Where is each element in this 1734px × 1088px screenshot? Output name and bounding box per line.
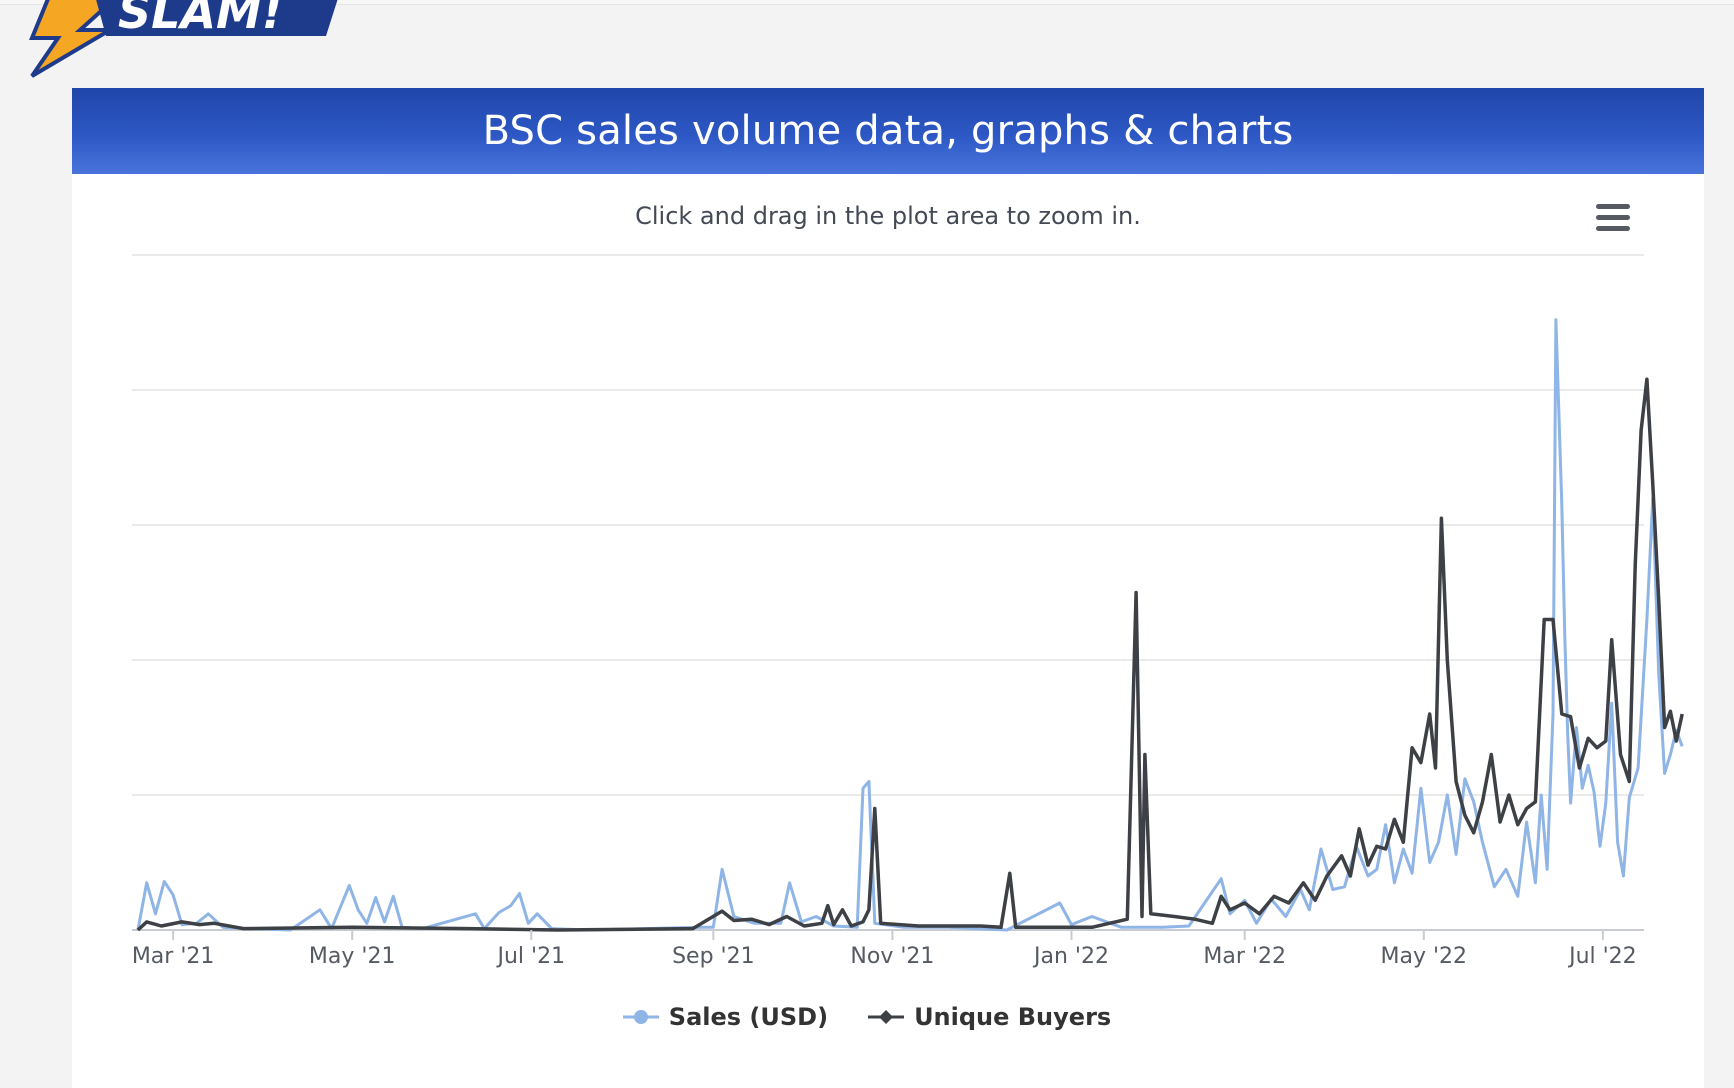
- series-line-buyers[interactable]: [136, 377, 1684, 932]
- chart-title: BSC sales volume data, graphs & charts: [72, 88, 1704, 174]
- legend-item-sales[interactable]: Sales (USD): [622, 1003, 829, 1031]
- legend-buyers-label: Unique Buyers: [914, 1003, 1112, 1031]
- lightning-bolt-icon: [29, 0, 118, 78]
- series-line-sales[interactable]: [136, 318, 1684, 932]
- x-axis: [172, 930, 1604, 940]
- x-tick-label: Jul '21: [497, 944, 566, 969]
- x-tick-label: May '22: [1380, 944, 1468, 969]
- hamburger-icon[interactable]: [1592, 200, 1632, 236]
- x-tick-label: May '21: [308, 944, 396, 969]
- legend: Sales (USD) Unique Buyers: [0, 1003, 1734, 1031]
- legend-buyers-marker-icon: [868, 1010, 905, 1024]
- x-tick-label: Mar '22: [1203, 944, 1286, 969]
- legend-item-buyers[interactable]: Unique Buyers: [868, 1003, 1111, 1031]
- logo-text: SLAM!: [118, 0, 283, 39]
- x-tick-label: Jan '22: [1034, 944, 1109, 969]
- x-tick-label: Jul '22: [1569, 944, 1637, 969]
- legend-sales-label: Sales (USD): [668, 1003, 829, 1031]
- slam-logo[interactable]: SLAM!: [10, 0, 350, 80]
- x-tick-label: Nov '21: [850, 944, 935, 969]
- zoom-hint: Click and drag in the plot area to zoom …: [635, 202, 1141, 230]
- x-tick-label: Sep '21: [672, 944, 755, 969]
- series-lines: [136, 318, 1684, 932]
- x-tick-label: Mar '21: [131, 944, 215, 969]
- legend-sales-marker-icon: [622, 1010, 659, 1024]
- top-bar: [0, 0, 1734, 5]
- gridlines: [132, 254, 1644, 931]
